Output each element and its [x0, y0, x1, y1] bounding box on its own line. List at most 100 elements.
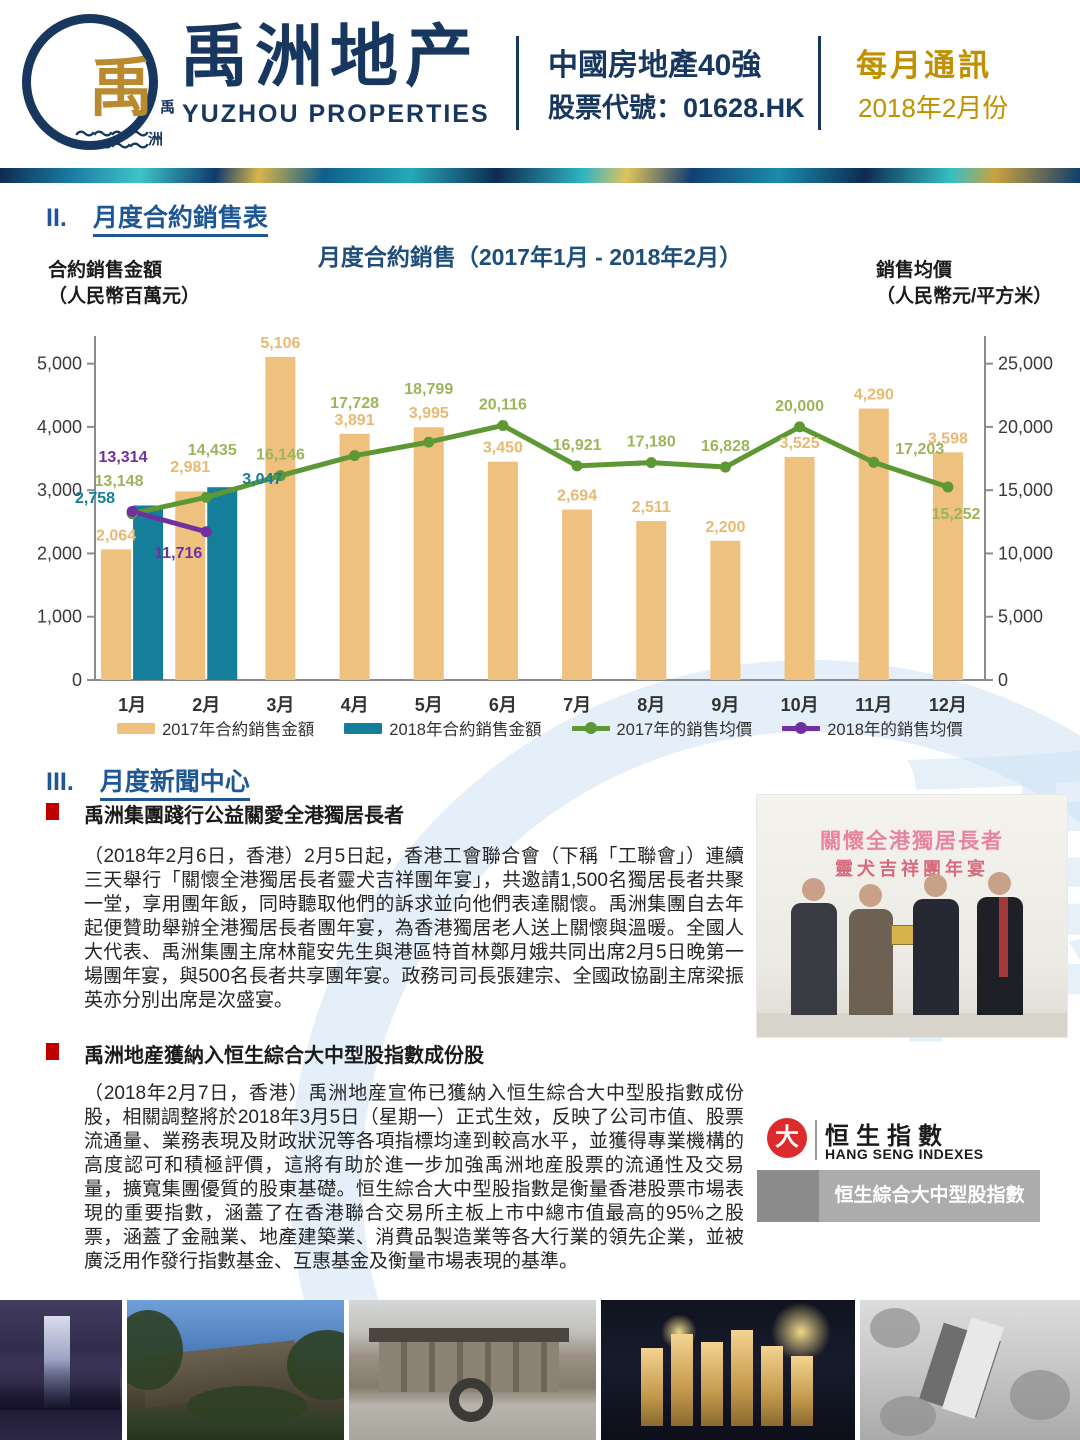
header-divider-2: [818, 36, 821, 130]
logo-yu-character: 禹: [89, 52, 153, 124]
section-3-title: 月度新聞中心: [99, 768, 250, 801]
svg-text:20,116: 20,116: [479, 396, 527, 413]
svg-text:17,728: 17,728: [330, 395, 379, 412]
header-divider-1: [516, 36, 519, 130]
photo-person-1: [791, 903, 837, 1015]
property-photo-3: [349, 1300, 596, 1440]
photo-person-3-head: [924, 874, 947, 897]
photo-person-4-head: [988, 872, 1011, 895]
svg-text:9月: 9月: [711, 695, 739, 715]
svg-text:3,525: 3,525: [780, 435, 820, 452]
property-photo-4: [601, 1300, 855, 1440]
legend-label: 2018年合約銷售金額: [389, 721, 542, 739]
news-1-photo: 關懷全港獨居長者 靈犬吉祥團年宴: [757, 795, 1067, 1037]
legend-label: 2017年的銷售均價: [616, 721, 753, 739]
svg-text:2,981: 2,981: [170, 459, 210, 476]
decorative-band: [0, 168, 1080, 183]
legend-item-2017-asp: 2017年的銷售均價: [571, 716, 753, 740]
legend-label: 2017年合約銷售金額: [162, 721, 315, 739]
svg-text:2,000: 2,000: [37, 543, 82, 563]
left-axis-label: 合約銷售金額 （人民幣百萬元）: [48, 260, 201, 307]
chart-title: 月度合約銷售（2017年1月 - 2018年2月）: [317, 244, 743, 270]
svg-text:11月: 11月: [855, 695, 892, 715]
section-3-number: III.: [46, 768, 74, 796]
svg-text:2,511: 2,511: [632, 499, 671, 516]
logo-mini-yu: 禹: [160, 99, 176, 116]
section-2-heading: II. 月度合約銷售表: [46, 198, 268, 237]
property-photo-5: [860, 1300, 1080, 1440]
svg-text:20,000: 20,000: [775, 398, 824, 415]
svg-text:15,000: 15,000: [998, 480, 1053, 500]
news-2-bullet: [46, 1043, 59, 1060]
svg-text:16,146: 16,146: [256, 447, 305, 464]
svg-text:15,252: 15,252: [931, 506, 980, 523]
svg-text:2,758: 2,758: [75, 490, 115, 507]
logo-mini-zhou: 洲: [148, 131, 164, 148]
newsletter-date: 2018年2月份: [858, 93, 1009, 123]
svg-text:13,148: 13,148: [95, 473, 144, 490]
svg-text:0: 0: [998, 670, 1008, 690]
svg-text:3,891: 3,891: [335, 412, 375, 429]
svg-text:0: 0: [72, 670, 82, 690]
legend-item-2018-asp: 2018年的銷售均價: [782, 716, 963, 740]
svg-text:2月: 2月: [192, 695, 220, 715]
svg-text:3,047: 3,047: [242, 471, 282, 488]
svg-text:8月: 8月: [637, 695, 665, 715]
svg-text:3,995: 3,995: [409, 405, 449, 422]
header-stock-code: 股票代號：01628.HK: [548, 93, 805, 123]
hang-seng-logo-divider: [815, 1120, 817, 1160]
svg-text:17,203: 17,203: [895, 441, 944, 458]
news-2-body: （2018年2月7日，香港）禹洲地産宣佈已獲納入恒生綜合大中型股指數成份股，相關…: [84, 1083, 744, 1272]
legend-item-2018-sales: 2018年合約銷售金額: [344, 716, 542, 740]
hang-seng-index-bar-accent: [757, 1170, 819, 1222]
legend-swatch-bar-2018: [344, 722, 383, 734]
svg-text:1,000: 1,000: [37, 607, 82, 627]
yuzhou-logo-icon: 禹 〜〜〜〜 〜〜〜〜: [22, 14, 158, 157]
newsletter-label: 每月通訊: [856, 48, 992, 83]
svg-text:10月: 10月: [781, 695, 819, 715]
svg-text:2,200: 2,200: [705, 519, 745, 536]
svg-text:18,799: 18,799: [404, 381, 453, 398]
svg-text:7月: 7月: [563, 695, 591, 715]
news-2-title: 禹洲地産獲納入恒生綜合大中型股指數成份股: [84, 1045, 484, 1067]
hang-seng-logo-icon: 大: [767, 1118, 807, 1158]
svg-text:16,921: 16,921: [553, 437, 602, 454]
brand-name-cn: 禹洲地产: [180, 19, 481, 95]
legend-swatch-bar-2017: [117, 722, 156, 734]
chart-legend: 2017年合約銷售金額 2018年合約銷售金額 2017年的銷售均價 2018年…: [0, 716, 1080, 740]
monthly-sales-chart: 0 1,000 2,000 3,000 4,000 5,000 0 5,000 10,000 15…: [37, 335, 1053, 715]
hang-seng-block: 大 恒生指數 HANG SENG INDEXES 恒生綜合大中型股指數: [757, 1108, 1040, 1222]
svg-text:5,000: 5,000: [37, 354, 82, 374]
svg-text:2,694: 2,694: [557, 488, 597, 505]
svg-text:14,435: 14,435: [188, 442, 237, 459]
logo-waves-icon: 〜〜〜〜 〜〜〜〜: [75, 129, 149, 158]
svg-text:6月: 6月: [489, 695, 517, 715]
property-photo-1: [0, 1300, 122, 1440]
photo-floor: [757, 1013, 1067, 1037]
svg-text:1月: 1月: [118, 695, 146, 715]
brand-name-en: YUZHOU PROPERTIES: [182, 100, 490, 128]
section-2-title: 月度合約銷售表: [92, 204, 268, 237]
section-2-number: II.: [46, 204, 67, 232]
header-rank-tagline: 中國房地產40強: [548, 49, 762, 82]
svg-text:3,450: 3,450: [483, 440, 523, 457]
svg-text:11,716: 11,716: [154, 545, 202, 562]
svg-text:25,000: 25,000: [998, 354, 1053, 374]
footer-photo-strip: [0, 1300, 1080, 1440]
legend-swatch-line-2017: [571, 722, 610, 734]
svg-text:16,828: 16,828: [701, 438, 750, 455]
svg-text:12月: 12月: [929, 695, 967, 715]
svg-text:10,000: 10,000: [998, 543, 1053, 563]
news-1-body: （2018年2月6日，香港）2月5日起，香港工會聯合會（下稱「工聯會」）連續三天…: [84, 846, 744, 1011]
photo-banner-line2: 靈犬吉祥團年宴: [835, 859, 989, 879]
photo-person-4-scarf: [999, 897, 1008, 977]
hang-seng-index-label: 恒生綜合大中型股指數: [834, 1185, 1025, 1206]
right-axis-label: 銷售均價 （人民幣元/平方米）: [876, 260, 1053, 307]
hang-seng-name-cn: 恒生指數: [825, 1123, 949, 1150]
legend-item-2017-sales: 2017年合約銷售金額: [117, 716, 314, 740]
property-photo-2: [127, 1300, 344, 1440]
photo-person-2-head: [859, 884, 882, 907]
svg-text:20,000: 20,000: [998, 417, 1053, 437]
svg-text:3,598: 3,598: [928, 430, 968, 447]
svg-text:2,064: 2,064: [96, 527, 136, 544]
